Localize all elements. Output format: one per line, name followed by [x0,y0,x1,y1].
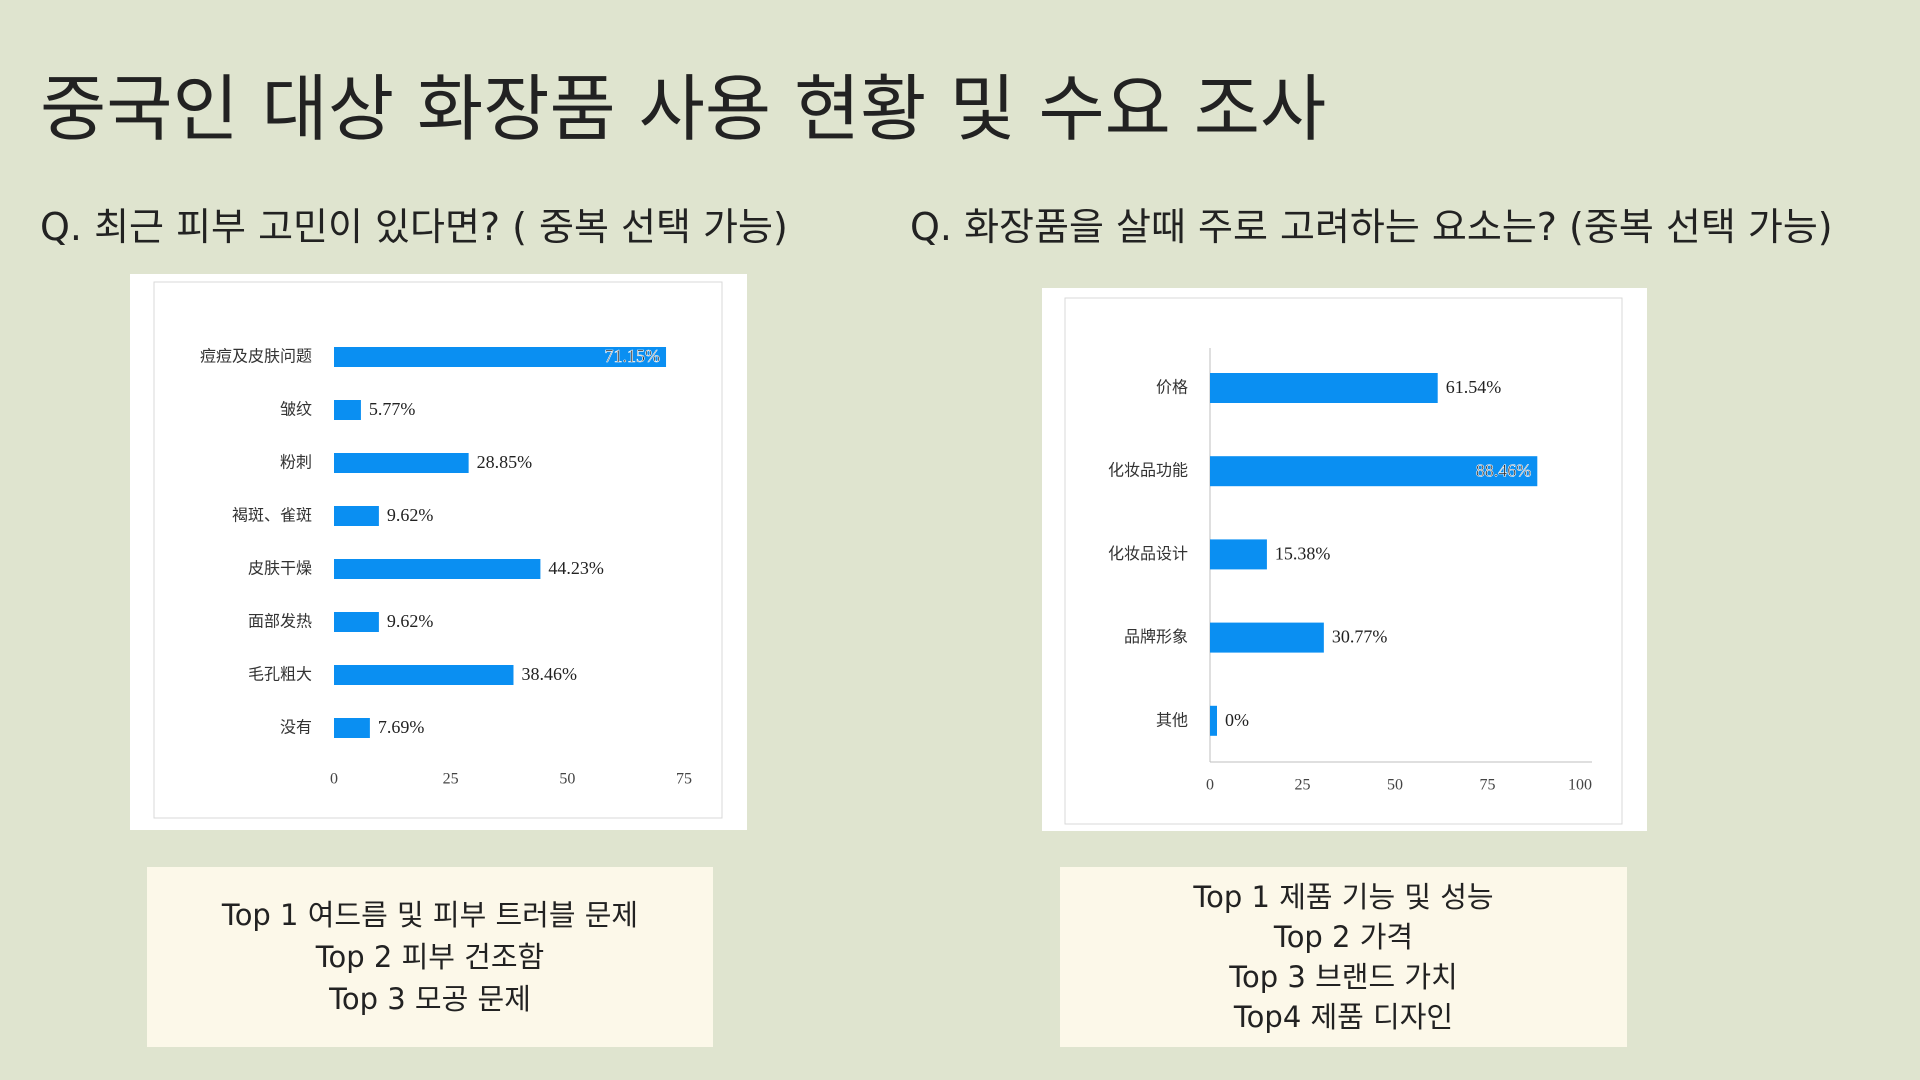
summary-line: Top 2 피부 건조함 [315,940,545,974]
summary-line: Top 1 여드름 및 피부 트러블 문제 [221,898,639,932]
question: Q. 화장품을 살때 주로 고려하는 요소는? (중복 선택 가능) [910,205,1833,249]
value-label: 5.77% [369,399,416,419]
bar [334,718,370,738]
value-label: 88.46% [1476,460,1532,480]
category-label: 其他 [1156,710,1188,729]
value-label: 15.38% [1275,544,1331,564]
category-label: 皱纹 [280,400,312,419]
value-label: 61.54% [1446,377,1502,397]
bar [334,559,541,579]
value-label: 28.85% [477,452,532,472]
bar [1210,456,1538,487]
value-label: 30.77% [1332,627,1388,647]
bar [334,347,667,367]
chart-frame [1064,297,1623,825]
bar [1210,373,1438,403]
x-tick-label: 25 [443,771,459,788]
value-label: 38.46% [521,664,577,684]
summary-box: Top 1 제품 기능 및 성능 Top 2 가격 Top 3 브랜드 가치 Top4… [1060,867,1627,1047]
value-label: 9.62% [387,505,434,525]
bar [334,400,361,420]
x-tick-label: 75 [1480,777,1496,794]
value-label: 44.23% [548,558,604,578]
category-label: 品牌形象 [1124,627,1188,646]
category-label: 面部发热 [248,612,312,631]
value-label: 0% [1225,710,1249,730]
summary-line: Top 3 모공 문제 [329,982,531,1016]
x-tick-label: 50 [1387,777,1403,794]
x-tick-label: 0 [1206,777,1214,794]
value-label: 9.62% [387,611,434,631]
category-label: 没有 [280,718,312,737]
category-label: 化妆品设计 [1108,544,1188,563]
bar [334,612,379,632]
bar [334,453,469,473]
bar [1210,622,1324,653]
x-tick-label: 100 [1568,777,1592,794]
slide-title: 중국인 대상 화장품 사용 현황 및 수요 조사 [40,67,1327,151]
bar [1210,539,1267,570]
summary-line: Top 3 브랜드 가치 [1229,960,1458,994]
category-label: 皮肤干燥 [248,559,312,578]
chart-frame [153,281,723,819]
summary-line: Top4 제품 디자인 [1233,1000,1454,1034]
category-label: 毛孔粗大 [248,665,312,684]
x-tick-label: 50 [559,771,575,788]
category-label: 褐斑、雀斑 [232,506,312,525]
category-label: 痘痘及皮肤问题 [200,347,312,366]
bar [1210,705,1217,736]
value-label: 71.15% [605,346,661,366]
x-tick-label: 75 [676,771,692,788]
question: Q. 최근 피부 고민이 있다면? ( 중복 선택 가능) [40,205,788,249]
category-label: 粉刺 [280,453,312,472]
x-tick-label: 25 [1295,777,1311,794]
category-label: 化妆品功能 [1108,461,1188,480]
value-label: 7.69% [378,717,425,737]
summary-line: Top 1 제품 기능 및 성능 [1193,880,1494,914]
category-label: 价格 [1156,378,1188,397]
summary-line: Top 2 가격 [1273,920,1414,954]
x-tick-label: 0 [330,771,338,788]
summary-box: Top 1 여드름 및 피부 트러블 문제 Top 2 피부 건조함 Top 3 모… [147,867,713,1047]
bar [334,665,514,685]
bar [334,506,379,526]
